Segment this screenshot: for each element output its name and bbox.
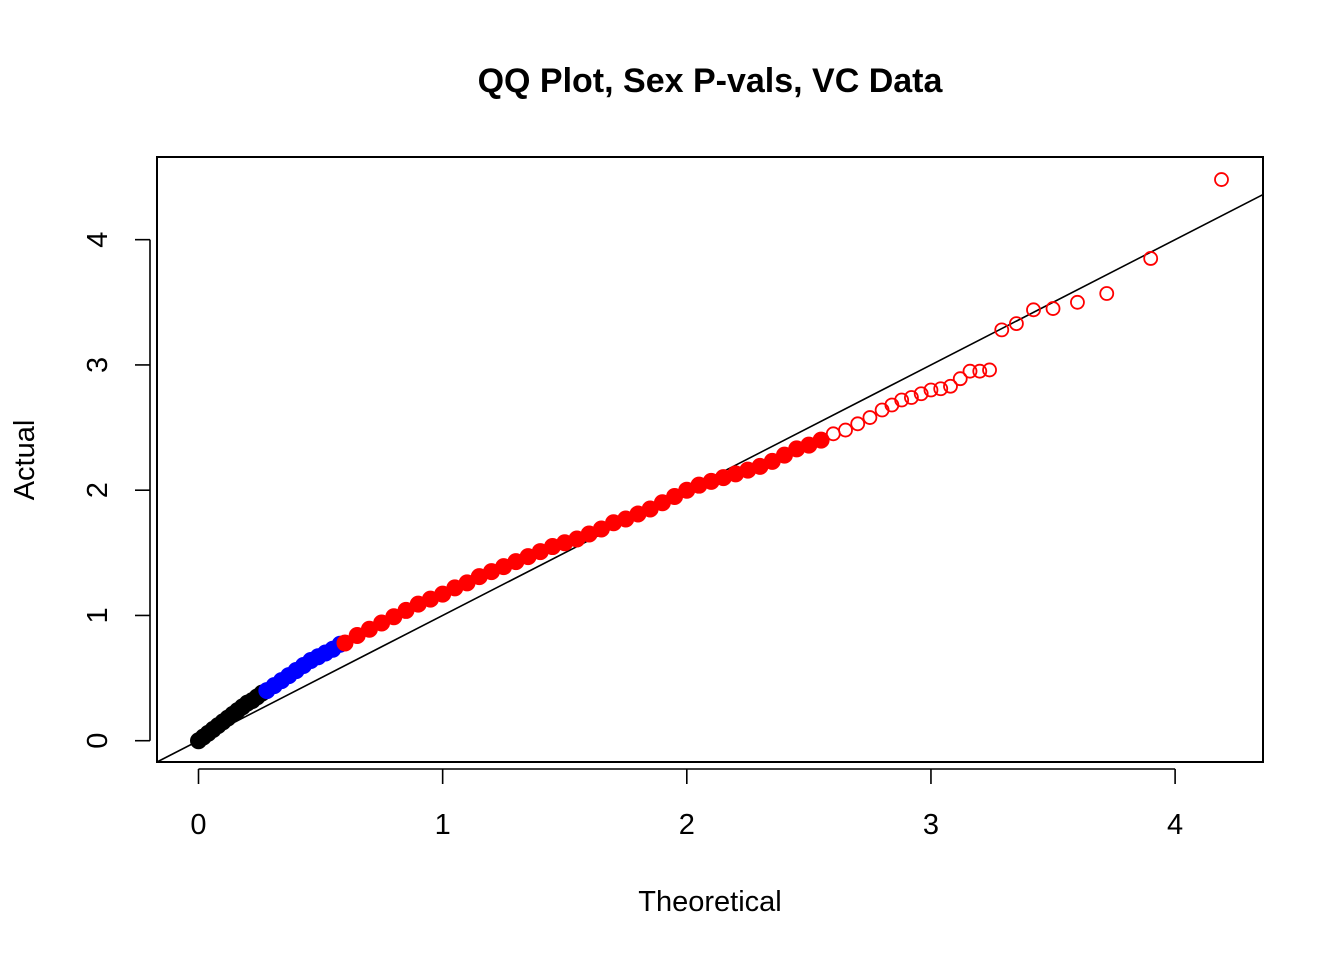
x-axis: 0 1 2 3 4 — [190, 768, 1183, 841]
data-point-open — [825, 426, 841, 442]
points-group — [190, 172, 1229, 750]
data-point-open — [1099, 286, 1115, 301]
x-axis-label: Theoretical — [638, 886, 781, 918]
chart-title: QQ Plot, Sex P-vals, VC Data — [478, 62, 944, 100]
data-point-open — [904, 390, 919, 405]
x-tick-label: 0 — [190, 809, 206, 841]
data-point-open — [972, 363, 988, 379]
data-point-open — [850, 416, 866, 432]
data-point — [336, 634, 354, 652]
data-point-open — [1143, 251, 1159, 266]
y-tick-label: 1 — [82, 607, 114, 623]
data-point-open — [862, 410, 878, 425]
data-point-open — [994, 322, 1010, 338]
data-point-open — [838, 422, 853, 438]
data-point — [812, 431, 830, 449]
y-tick-label: 4 — [82, 232, 114, 248]
data-point-open — [943, 378, 958, 394]
data-point-open — [962, 363, 978, 379]
data-point-open — [894, 392, 910, 408]
y-axis: 0 1 2 3 4 — [82, 232, 151, 749]
data-point-open — [1214, 172, 1229, 187]
x-tick-label: 2 — [679, 809, 695, 841]
data-point-open — [1026, 302, 1041, 318]
plot-frame — [156, 156, 1264, 763]
x-tick-label: 4 — [1167, 809, 1183, 841]
data-point-open — [1009, 316, 1024, 331]
data-point-open — [982, 362, 997, 378]
x-tick-label: 1 — [435, 809, 451, 841]
data-point-open — [923, 382, 939, 398]
y-tick-label: 0 — [82, 733, 114, 749]
y-axis-label: Actual — [9, 420, 41, 501]
data-point-open — [1070, 294, 1085, 310]
data-point-open — [913, 386, 929, 402]
y-tick-label: 3 — [82, 357, 114, 373]
data-point-open — [1045, 301, 1061, 316]
data-point-open — [933, 381, 949, 397]
x-tick-label: 3 — [923, 809, 939, 841]
data-point-open — [952, 371, 968, 387]
y-tick-label: 2 — [82, 482, 114, 498]
